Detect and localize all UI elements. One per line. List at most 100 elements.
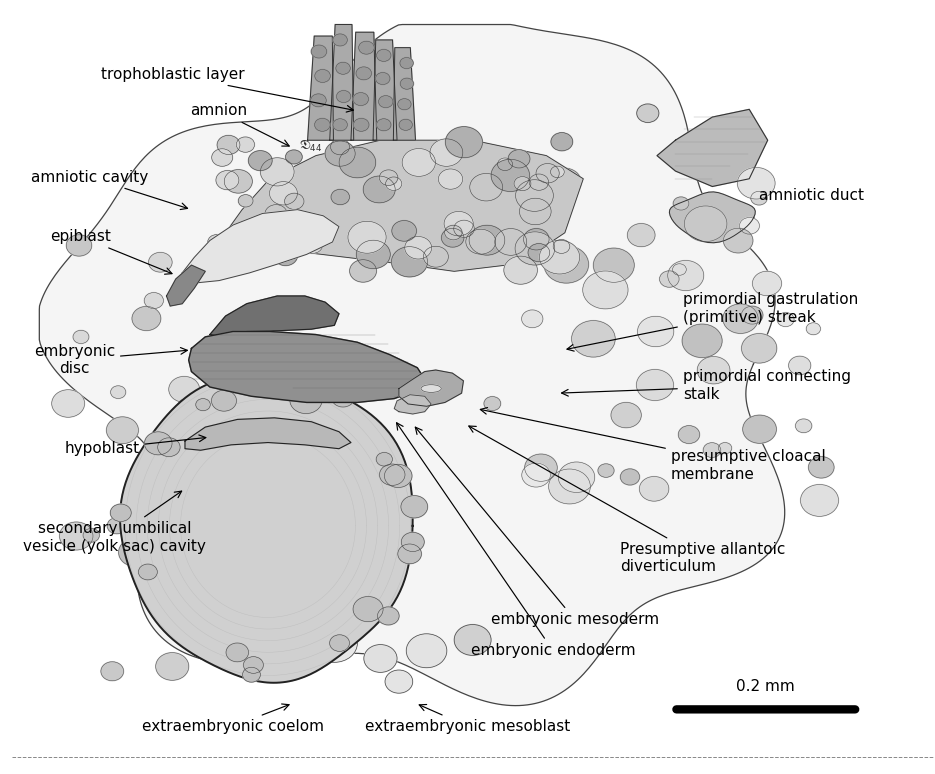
Text: embryonic mesoderm: embryonic mesoderm xyxy=(415,427,659,628)
Circle shape xyxy=(208,235,226,250)
Circle shape xyxy=(108,518,126,534)
Circle shape xyxy=(237,137,254,152)
Circle shape xyxy=(529,174,549,190)
Circle shape xyxy=(285,224,302,238)
Circle shape xyxy=(314,118,330,132)
Text: embryonic
disc: embryonic disc xyxy=(34,344,187,376)
Circle shape xyxy=(399,119,412,130)
Circle shape xyxy=(547,168,582,197)
Circle shape xyxy=(348,221,386,253)
Circle shape xyxy=(158,438,180,457)
Circle shape xyxy=(363,176,396,203)
Circle shape xyxy=(315,70,330,82)
Circle shape xyxy=(539,240,580,274)
Circle shape xyxy=(243,656,264,673)
Circle shape xyxy=(698,357,730,384)
Circle shape xyxy=(163,430,186,448)
Circle shape xyxy=(627,224,655,247)
Text: extraembryonic mesoblast: extraembryonic mesoblast xyxy=(366,704,570,734)
Circle shape xyxy=(274,245,297,265)
Circle shape xyxy=(356,67,371,80)
Circle shape xyxy=(515,232,554,265)
Circle shape xyxy=(637,369,673,400)
Text: embryonic endoderm: embryonic endoderm xyxy=(396,423,636,658)
Circle shape xyxy=(333,118,347,131)
Circle shape xyxy=(504,256,538,284)
Polygon shape xyxy=(399,370,464,406)
Circle shape xyxy=(350,260,377,283)
Circle shape xyxy=(751,191,768,205)
Circle shape xyxy=(384,464,412,488)
Circle shape xyxy=(611,402,641,428)
Circle shape xyxy=(380,464,405,485)
Text: trophoblastic layer: trophoblastic layer xyxy=(101,67,353,112)
Circle shape xyxy=(460,232,476,245)
Circle shape xyxy=(809,457,834,478)
Circle shape xyxy=(262,373,278,386)
Circle shape xyxy=(176,558,195,575)
Circle shape xyxy=(551,166,564,178)
Circle shape xyxy=(491,159,529,191)
Circle shape xyxy=(402,149,436,176)
Circle shape xyxy=(267,238,295,260)
Circle shape xyxy=(673,197,689,210)
Text: amniotic cavity: amniotic cavity xyxy=(32,170,188,210)
Circle shape xyxy=(528,244,550,262)
Circle shape xyxy=(484,396,501,410)
Polygon shape xyxy=(351,33,377,140)
Circle shape xyxy=(284,194,304,210)
Polygon shape xyxy=(308,36,334,140)
Circle shape xyxy=(311,389,326,402)
Text: amnion: amnion xyxy=(191,104,289,146)
Circle shape xyxy=(742,415,776,444)
Circle shape xyxy=(195,399,210,411)
Circle shape xyxy=(620,469,640,485)
Circle shape xyxy=(376,73,390,84)
Circle shape xyxy=(385,177,402,190)
Circle shape xyxy=(444,211,473,236)
Circle shape xyxy=(364,645,397,673)
Circle shape xyxy=(718,443,732,454)
Circle shape xyxy=(668,260,704,290)
Circle shape xyxy=(397,544,422,563)
Polygon shape xyxy=(330,25,353,140)
Circle shape xyxy=(558,462,595,492)
Polygon shape xyxy=(196,140,583,272)
Circle shape xyxy=(311,624,357,663)
Circle shape xyxy=(441,228,464,247)
Circle shape xyxy=(777,313,794,327)
Circle shape xyxy=(796,419,812,433)
Circle shape xyxy=(684,206,726,241)
Circle shape xyxy=(392,221,416,241)
Circle shape xyxy=(469,225,505,255)
Circle shape xyxy=(598,464,614,478)
Circle shape xyxy=(211,149,233,166)
Circle shape xyxy=(178,399,194,412)
Circle shape xyxy=(238,194,253,207)
Circle shape xyxy=(301,235,323,253)
Circle shape xyxy=(101,662,123,681)
Circle shape xyxy=(544,245,589,283)
Circle shape xyxy=(377,50,391,61)
Text: Presumptive allantoic
diverticulum: Presumptive allantoic diverticulum xyxy=(468,426,785,574)
Circle shape xyxy=(331,139,350,155)
Circle shape xyxy=(337,91,351,102)
Circle shape xyxy=(336,62,351,74)
Circle shape xyxy=(397,98,411,110)
Circle shape xyxy=(310,94,326,107)
Circle shape xyxy=(683,324,722,358)
Circle shape xyxy=(508,149,530,168)
Circle shape xyxy=(144,293,164,309)
Circle shape xyxy=(311,45,326,58)
Polygon shape xyxy=(189,331,424,402)
Circle shape xyxy=(637,104,659,122)
Circle shape xyxy=(183,448,206,467)
Circle shape xyxy=(216,170,238,190)
Polygon shape xyxy=(373,40,397,140)
Circle shape xyxy=(356,240,390,269)
Circle shape xyxy=(261,158,295,186)
Circle shape xyxy=(290,386,322,413)
Circle shape xyxy=(800,485,839,516)
Text: 0.2 mm: 0.2 mm xyxy=(737,679,795,694)
Circle shape xyxy=(454,625,491,656)
